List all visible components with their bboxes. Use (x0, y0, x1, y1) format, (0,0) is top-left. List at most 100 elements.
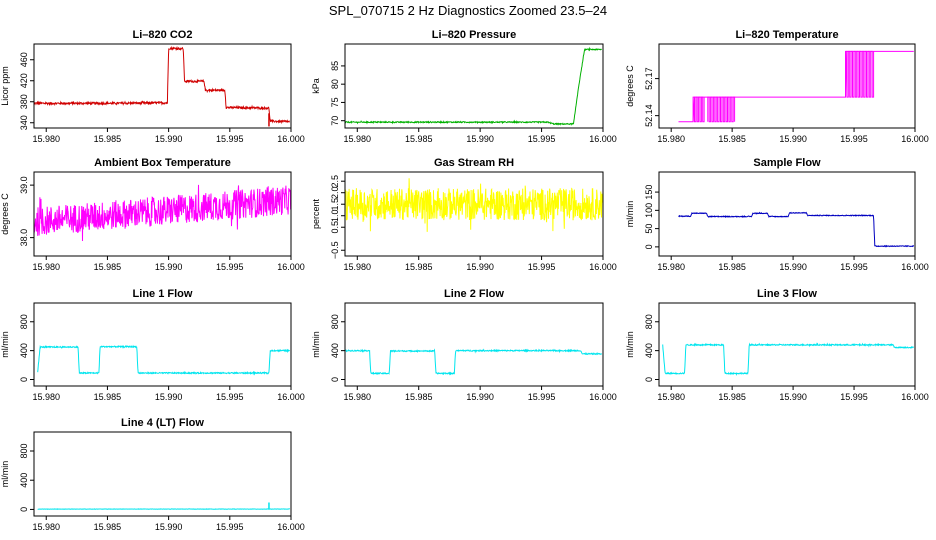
series-line (34, 184, 291, 242)
series-line (678, 211, 915, 248)
x-tick-label: 15.985 (405, 392, 433, 402)
series-line (662, 342, 915, 377)
x-tick-label: 15.985 (405, 262, 433, 272)
panel-title: Ambient Box Temperature (94, 157, 231, 169)
toggle-band (845, 50, 875, 98)
x-tick-label: 15.995 (216, 262, 244, 272)
series-line (37, 508, 291, 510)
y-tick-label: 800 (644, 314, 654, 329)
y-tick-label: 800 (330, 314, 340, 329)
y-tick-label: 0 (19, 377, 29, 382)
panel-grid: Li–820 CO2 Licor ppm 15.980 15.985 15.990 15.… (0, 29, 929, 532)
x-tick-label: 15.995 (216, 392, 244, 402)
plot-area (662, 342, 915, 377)
x-tick-label: 16.000 (589, 262, 617, 272)
panel-3: Li–820 Temperature degrees C 15.980 15.985 1… (625, 29, 929, 144)
y-axis-label: ml/min (311, 331, 321, 358)
plot-frame (33, 431, 292, 517)
y-axis-label: ml/min (625, 201, 635, 228)
panel-10: Line 4 (LT) Flow ml/min 15.980 15.985 15.990… (0, 417, 305, 532)
panel-title: Li–820 Temperature (735, 29, 838, 41)
plot-area (34, 184, 291, 242)
x-tick-label: 15.995 (840, 134, 868, 144)
x-tick-label: 15.980 (657, 134, 685, 144)
y-tick-label: −0.5 (330, 241, 340, 259)
panel-title: Li–820 CO2 (133, 29, 193, 41)
x-tick-label: 15.980 (344, 262, 372, 272)
x-tick-label: 15.990 (779, 262, 807, 272)
plot-frame (344, 171, 604, 257)
plot-area (37, 502, 291, 510)
x-tick-label: 16.000 (589, 392, 617, 402)
x-tick-label: 15.995 (840, 392, 868, 402)
x-tick-label: 15.990 (155, 134, 183, 144)
plot-frame (33, 43, 292, 129)
y-tick-label: 50 (644, 224, 654, 234)
x-tick-label: 16.000 (901, 134, 929, 144)
x-tick-label: 15.990 (155, 522, 183, 532)
y-tick-label: 150 (644, 185, 654, 200)
x-tick-label: 15.985 (718, 134, 746, 144)
toggle-band (692, 96, 705, 123)
y-tick-label: 400 (330, 343, 340, 358)
plot-area (345, 46, 602, 126)
y-tick-label: 38.0 (19, 229, 29, 247)
y-tick-label: 70 (330, 116, 340, 126)
x-tick-label: 15.990 (779, 134, 807, 144)
y-axis-label: percent (311, 198, 321, 229)
x-tick-label: 15.995 (840, 262, 868, 272)
x-tick-label: 15.980 (32, 392, 60, 402)
x-tick-label: 15.980 (344, 134, 372, 144)
x-tick-label: 15.995 (216, 522, 244, 532)
y-tick-label: 340 (19, 115, 29, 130)
plot-area (345, 348, 603, 376)
y-tick-label: 380 (19, 94, 29, 109)
y-tick-label: 800 (19, 443, 29, 458)
x-tick-label: 15.985 (718, 392, 746, 402)
x-tick-label: 15.980 (32, 522, 60, 532)
panel-2: Li–820 Pressure kPa 15.980 15.985 15.990 15.9… (311, 29, 617, 144)
y-axis-label: ml/min (625, 331, 635, 358)
plot-area (678, 50, 914, 123)
panel-1: Li–820 CO2 Licor ppm 15.980 15.985 15.990 15.… (0, 29, 305, 144)
panel-title: Line 1 Flow (133, 288, 193, 300)
y-axis-label: degrees C (625, 65, 635, 107)
x-tick-label: 15.985 (405, 134, 433, 144)
series-line (345, 178, 603, 232)
x-tick-label: 16.000 (277, 134, 305, 144)
x-tick-label: 15.995 (528, 262, 556, 272)
y-tick-label: 52.17 (644, 67, 654, 90)
x-tick-label: 15.995 (528, 134, 556, 144)
plot-frame (658, 171, 916, 257)
y-axis-label: kPa (311, 78, 321, 94)
panel-title: Li–820 Pressure (432, 29, 516, 41)
plot-area (37, 344, 290, 376)
x-tick-label: 16.000 (277, 262, 305, 272)
y-tick-label: 400 (19, 473, 29, 488)
panel-title: Line 3 Flow (757, 288, 817, 300)
y-tick-label: 85 (330, 61, 340, 71)
y-tick-label: 39.0 (19, 176, 29, 194)
plot-frame (658, 43, 916, 129)
plot-frame (344, 43, 604, 129)
y-tick-label: 52.14 (644, 104, 654, 127)
x-tick-label: 15.980 (32, 134, 60, 144)
series-line (345, 348, 603, 376)
plot-area (34, 45, 290, 127)
plot-frame (33, 171, 292, 257)
panel-5: Gas Stream RH percent 15.980 15.985 15.990 15… (311, 157, 617, 272)
panel-title: Sample Flow (753, 157, 821, 169)
x-tick-label: 15.980 (344, 392, 372, 402)
panel-7: Line 1 Flow ml/min 15.980 15.985 15.990 15.99… (0, 288, 305, 402)
y-tick-label: 0 (644, 244, 654, 249)
figure-title: SPL_070715 2 Hz Diagnostics Zoomed 23.5–… (329, 3, 607, 18)
x-tick-label: 15.990 (466, 392, 494, 402)
y-tick-label: 2.0 (330, 186, 340, 199)
y-tick-label: 460 (19, 52, 29, 67)
x-tick-label: 15.995 (528, 392, 556, 402)
series-line (345, 46, 602, 126)
x-tick-label: 16.000 (589, 134, 617, 144)
x-tick-label: 15.990 (466, 134, 494, 144)
y-tick-label: 75 (330, 97, 340, 107)
